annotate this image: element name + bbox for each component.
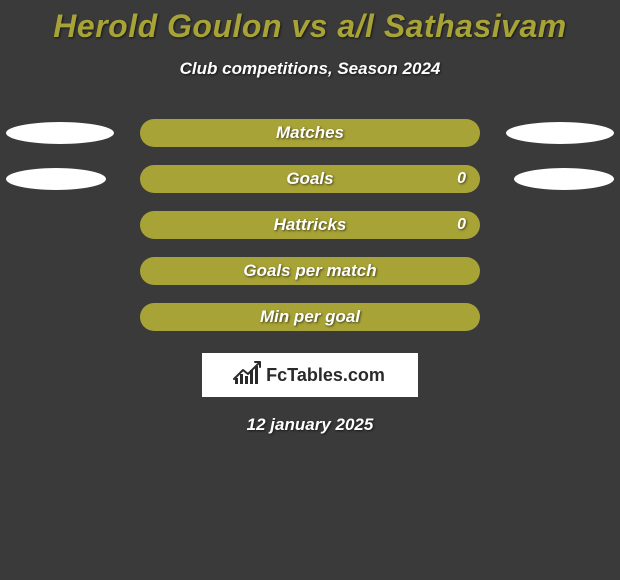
logo-arrow-icon: [233, 360, 263, 382]
stat-bar: Goals per match: [140, 257, 480, 285]
stat-label: Min per goal: [260, 307, 360, 327]
date-text: 12 january 2025: [0, 415, 620, 435]
side-oval-right: [506, 122, 614, 144]
stat-label: Hattricks: [274, 215, 347, 235]
page-subtitle: Club competitions, Season 2024: [0, 59, 620, 79]
side-oval-left: [6, 168, 106, 190]
side-oval-right: [514, 168, 614, 190]
stat-row: Hattricks 0: [0, 211, 620, 239]
stat-label: Matches: [276, 123, 344, 143]
stat-row: Min per goal: [0, 303, 620, 331]
logo-suffix: .com: [343, 365, 385, 385]
stat-label: Goals: [286, 169, 333, 189]
stat-row: Matches: [0, 119, 620, 147]
stat-bar: Hattricks 0: [140, 211, 480, 239]
page-title: Herold Goulon vs a/l Sathasivam: [0, 0, 620, 45]
stat-bar: Min per goal: [140, 303, 480, 331]
logo-chart-icon: [235, 366, 258, 384]
logo-main: Tables: [287, 365, 343, 385]
logo-box: FcTables.com: [202, 353, 418, 397]
stat-value-right: 0: [457, 216, 466, 234]
stat-rows: Matches Goals 0 Hattricks 0 Goals per match Mi…: [0, 119, 620, 331]
infographic-container: Herold Goulon vs a/l Sathasivam Club com…: [0, 0, 620, 580]
side-oval-left: [6, 122, 114, 144]
logo-prefix: Fc: [266, 365, 287, 385]
stat-value-right: 0: [457, 170, 466, 188]
stat-row: Goals per match: [0, 257, 620, 285]
logo-text: FcTables.com: [266, 365, 385, 386]
stat-bar: Goals 0: [140, 165, 480, 193]
stat-row: Goals 0: [0, 165, 620, 193]
stat-label: Goals per match: [243, 261, 376, 281]
stat-bar: Matches: [140, 119, 480, 147]
